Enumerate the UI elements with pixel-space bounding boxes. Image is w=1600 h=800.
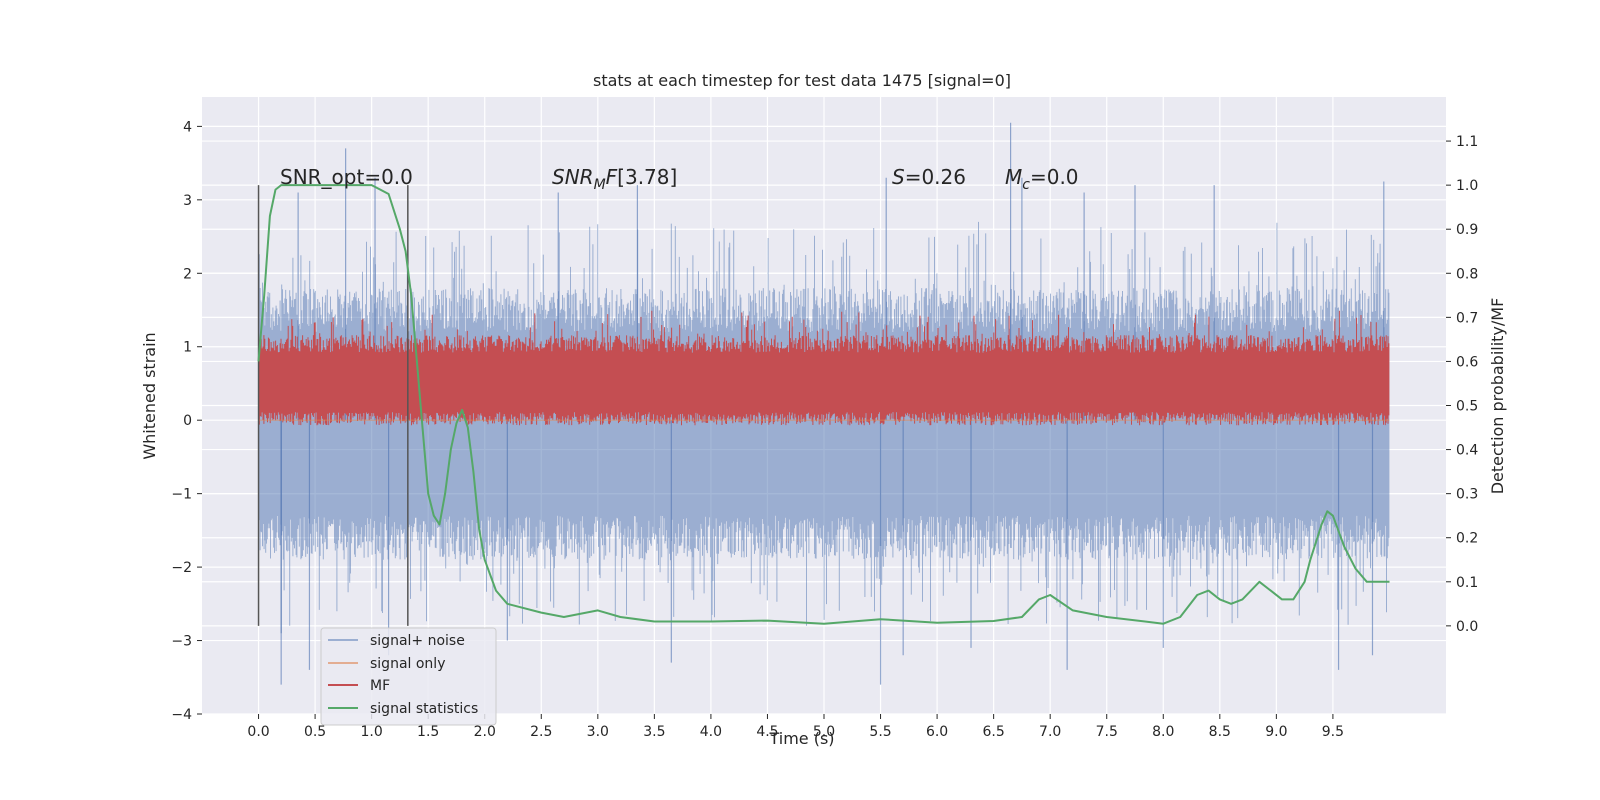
y-tick-label-left: 0 (183, 413, 192, 429)
y-tick-label-left: −3 (171, 634, 192, 650)
y-tick-label-left: 4 (183, 119, 192, 135)
ticks: 0.0 0.5 1.0 1.5 2.0 2.5 3.0 3.5 4.0 4.5 5.0 5.5 6.0 6… (171, 119, 1478, 740)
y-tick-label-right: 0.2 (1456, 531, 1478, 547)
x-axis-label: Time (s) (768, 729, 834, 748)
x-tick-label: 3.5 (643, 724, 665, 740)
y-tick-label-left: 1 (183, 340, 192, 356)
y-tick-label-right: 0.8 (1456, 266, 1478, 282)
y-tick-label-right: 0.0 (1456, 619, 1478, 635)
x-tick-label: 5.5 (869, 724, 891, 740)
x-tick-label: 0.5 (304, 724, 326, 740)
annotation-mc: Mc=0.0 (1005, 165, 1079, 193)
y-tick-label-right: 0.6 (1456, 354, 1478, 370)
y-tick-label-right: 0.1 (1456, 575, 1478, 591)
y-tick-label-left: −4 (171, 707, 192, 723)
x-tick-label: 2.0 (474, 724, 496, 740)
x-tick-label: 8.0 (1152, 724, 1174, 740)
y-axis-left-label: Whitened strain (140, 332, 159, 459)
y-tick-label-left: −2 (171, 560, 192, 576)
x-tick-label: 3.0 (587, 724, 609, 740)
annotation-s-value: =0.26 (905, 165, 966, 189)
annotation-snr-mf: SNRMF[3.78] (552, 165, 677, 193)
legend-label-signal-only: signal only (370, 656, 445, 672)
annotation-snr-opt: SNR_opt=0.0 (280, 165, 413, 189)
x-tick-label: 9.0 (1265, 724, 1287, 740)
signal-statistics-line (257, 184, 1390, 625)
y-tick-label-left: 2 (183, 266, 192, 282)
x-tick-label: 5.0 (813, 724, 835, 740)
x-tick-label: 6.0 (926, 724, 948, 740)
x-tick-label: 1.5 (417, 724, 439, 740)
x-tick-label: 4.5 (756, 724, 778, 740)
y-tick-label-right: 0.3 (1456, 487, 1478, 503)
x-tick-label: 7.0 (1039, 724, 1061, 740)
annotation-s: S=0.26 (892, 165, 966, 189)
y-tick-label-right: 0.4 (1456, 443, 1478, 459)
signal-statistics-series (257, 184, 1390, 625)
x-tick-label: 1.0 (361, 724, 383, 740)
y-tick-label-right: 0.7 (1456, 310, 1478, 326)
legend: signal+ noise signal only MF signal stat… (320, 627, 497, 726)
vertical-markers (257, 185, 409, 626)
y-tick-label-right: 0.5 (1456, 399, 1478, 415)
legend-label-signal-noise: signal+ noise (370, 633, 465, 649)
legend-label-signal-statistics: signal statistics (370, 701, 478, 717)
y-axis-right-label: Detection probability/MF (1488, 298, 1507, 495)
x-tick-label: 9.5 (1322, 724, 1344, 740)
annotation-snr-mf-value: [3.78] (617, 165, 677, 189)
y-tick-label-right: 0.9 (1456, 222, 1478, 238)
x-tick-label: 2.5 (530, 724, 552, 740)
y-tick-label-right: 1.1 (1456, 134, 1478, 150)
y-tick-label-left: −1 (171, 487, 192, 503)
legend-box (320, 627, 497, 726)
x-tick-label: 7.5 (1096, 724, 1118, 740)
y-tick-label-left: 3 (183, 193, 192, 209)
x-tick-label: 0.0 (247, 724, 269, 740)
x-tick-label: 4.0 (700, 724, 722, 740)
x-tick-label: 6.5 (983, 724, 1005, 740)
chart-title: stats at each timestep for test data 147… (593, 71, 1011, 90)
y-tick-label-right: 1.0 (1456, 178, 1478, 194)
annotation-mc-value: =0.0 (1030, 165, 1079, 189)
x-tick-label: 8.5 (1209, 724, 1231, 740)
legend-label-mf: MF (370, 678, 390, 694)
